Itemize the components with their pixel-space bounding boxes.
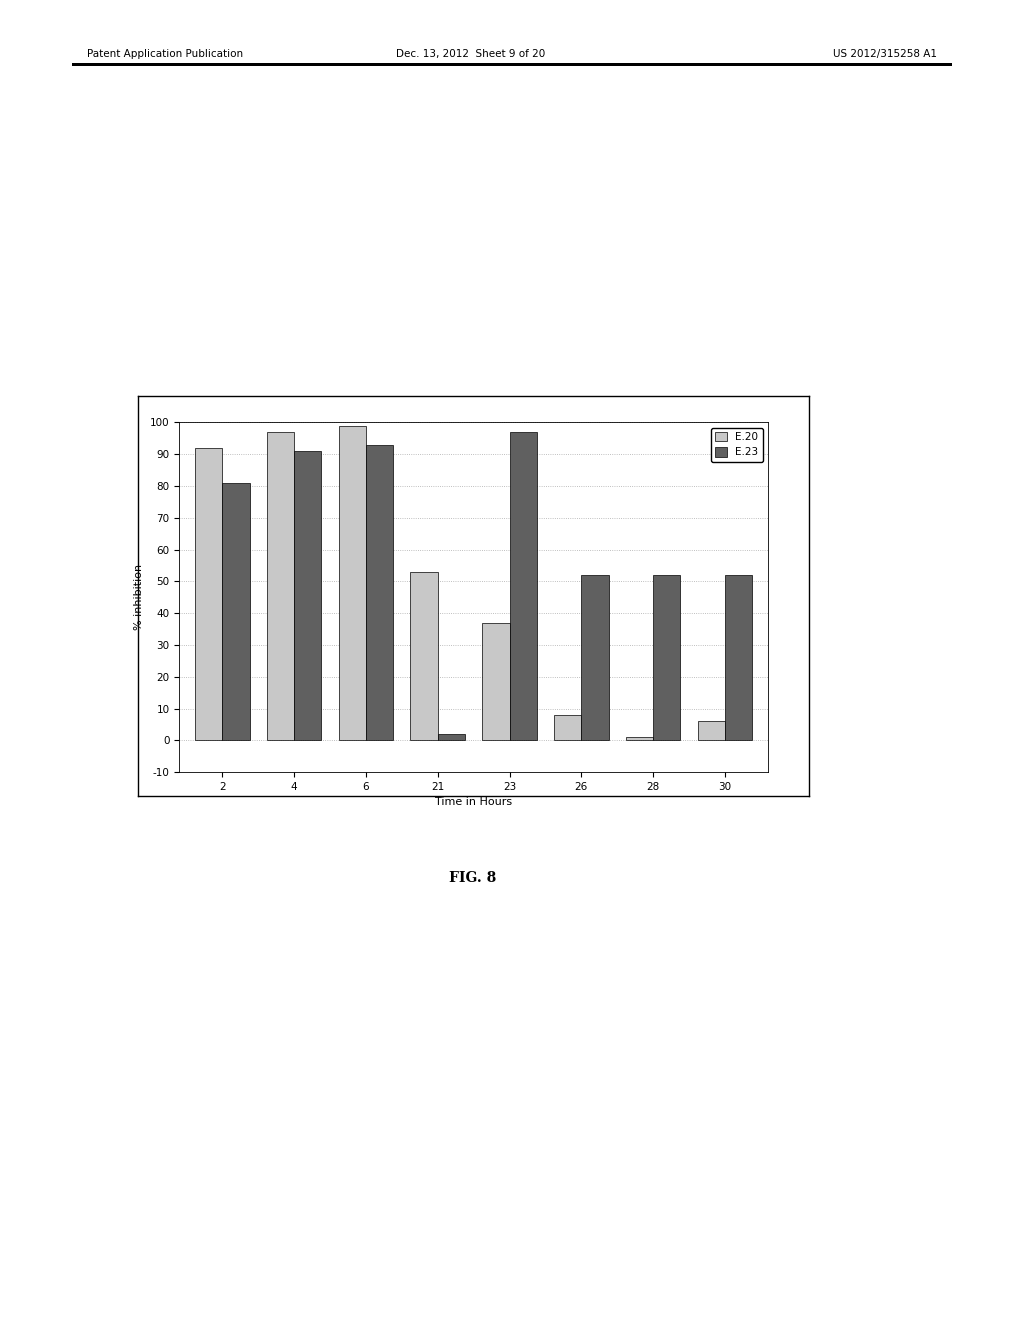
Bar bbox=[653, 576, 680, 741]
Bar bbox=[482, 623, 510, 741]
Bar bbox=[582, 576, 608, 741]
Bar bbox=[510, 432, 537, 741]
Bar bbox=[626, 738, 653, 741]
Bar bbox=[195, 447, 222, 741]
Bar bbox=[222, 483, 250, 741]
Text: US 2012/315258 A1: US 2012/315258 A1 bbox=[833, 49, 937, 59]
Bar bbox=[339, 425, 366, 741]
Bar bbox=[366, 445, 393, 741]
Text: FIG. 8: FIG. 8 bbox=[450, 871, 497, 886]
Bar bbox=[554, 715, 582, 741]
Legend: E.20, E.23: E.20, E.23 bbox=[711, 428, 763, 462]
Bar bbox=[437, 734, 465, 741]
Bar bbox=[697, 721, 725, 741]
Bar bbox=[294, 451, 322, 741]
Bar bbox=[411, 572, 437, 741]
Text: Patent Application Publication: Patent Application Publication bbox=[87, 49, 243, 59]
Bar bbox=[725, 576, 753, 741]
Text: Dec. 13, 2012  Sheet 9 of 20: Dec. 13, 2012 Sheet 9 of 20 bbox=[396, 49, 546, 59]
Bar bbox=[267, 432, 294, 741]
X-axis label: Time in Hours: Time in Hours bbox=[435, 797, 512, 808]
Y-axis label: % inhibition: % inhibition bbox=[134, 564, 144, 631]
